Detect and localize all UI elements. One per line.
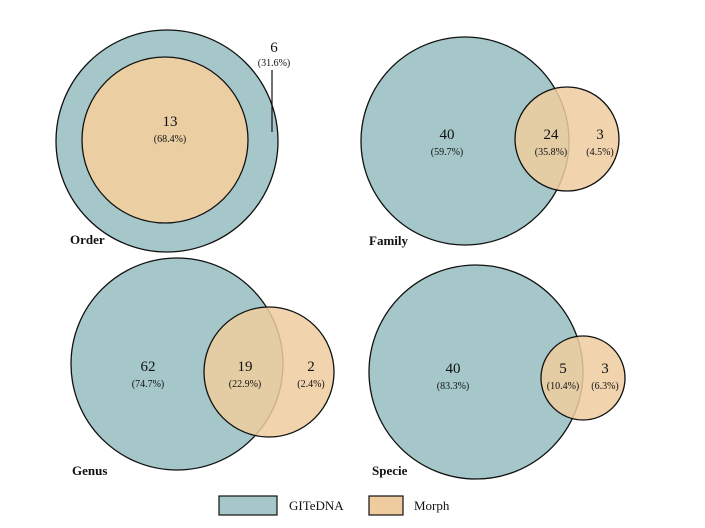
- venn-panel-family: 40 (59.7%) 24 (35.8%) 3 (4.5%) Family: [360, 36, 620, 248]
- gitedna-only-count-order: 6: [270, 40, 278, 56]
- morph-only-pct-genus: (2.4%): [297, 379, 325, 390]
- morph-only-pct-specie: (6.3%): [591, 381, 619, 392]
- overlap-count-order: 13: [163, 114, 178, 130]
- venn-panel-order: 13 (68.4%) 6 (31.6%) Order: [55, 29, 291, 253]
- gitedna-only-count-genus: 62: [141, 359, 156, 375]
- gitedna-only-pct-family: (59.7%): [431, 147, 464, 158]
- venn-panel-specie: 40 (83.3%) 5 (10.4%) 3 (6.3%) Specie: [368, 264, 626, 480]
- overlap-count-specie: 5: [559, 361, 567, 377]
- morph-circle-genus: [203, 306, 335, 438]
- morph-only-count-family: 3: [596, 127, 604, 143]
- legend-label-gitedna: GITeDNA: [289, 498, 344, 513]
- legend: GITeDNA Morph: [218, 495, 450, 516]
- legend-label-morph: Morph: [414, 498, 450, 513]
- panel-title-family: Family: [369, 233, 408, 248]
- overlap-pct-genus: (22.9%): [229, 379, 262, 390]
- panel-title-order: Order: [70, 232, 105, 247]
- gitedna-only-count-family: 40: [440, 127, 455, 143]
- morph-only-pct-family: (4.5%): [586, 147, 614, 158]
- morph-circle-family: [514, 86, 620, 192]
- morph-only-count-specie: 3: [601, 361, 609, 377]
- overlap-pct-specie: (10.4%): [547, 381, 580, 392]
- overlap-count-genus: 19: [238, 359, 253, 375]
- morph-only-count-genus: 2: [307, 359, 315, 375]
- gitedna-only-count-specie: 40: [446, 361, 461, 377]
- morph-circle-specie: [540, 335, 626, 421]
- legend-swatch-morph: [368, 495, 404, 516]
- overlap-pct-family: (35.8%): [535, 147, 568, 158]
- panel-title-genus: Genus: [72, 463, 107, 478]
- overlap-pct-order: (68.4%): [154, 134, 187, 145]
- overlap-count-family: 24: [544, 127, 560, 143]
- gitedna-only-pct-genus: (74.7%): [132, 379, 165, 390]
- panel-title-specie: Specie: [372, 463, 408, 478]
- venn-panel-genus: 62 (74.7%) 19 (22.9%) 2 (2.4%) Genus: [70, 257, 335, 478]
- morph-circle-order: [81, 56, 249, 224]
- gitedna-only-pct-order: (31.6%): [258, 58, 291, 69]
- legend-swatch-gitedna: [218, 495, 278, 516]
- gitedna-only-pct-specie: (83.3%): [437, 381, 470, 392]
